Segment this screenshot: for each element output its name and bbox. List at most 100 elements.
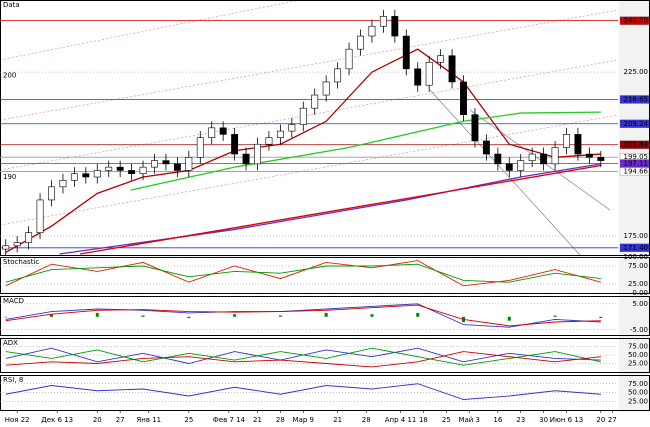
x-tick-label: Июн 6 13 (550, 416, 584, 424)
candle-body (173, 163, 181, 171)
candle-body (402, 35, 410, 70)
level-box (619, 167, 650, 176)
candle-body (299, 107, 307, 125)
y-tick-label: 5.00 (632, 300, 648, 308)
candle-body (36, 199, 44, 234)
candle-body (105, 166, 113, 171)
panel-title: Data (3, 1, 20, 9)
y-tick-label: 225.00 (624, 68, 649, 76)
level-label: 199.05 (624, 153, 649, 161)
candle-body (517, 160, 525, 171)
candle-body (357, 35, 364, 50)
indicator-line (5, 263, 601, 283)
indicator-line (5, 351, 601, 368)
candle-body (563, 134, 570, 148)
y-tick-label: 75.00 (628, 262, 648, 270)
candle-body (368, 25, 376, 37)
candle-body (128, 170, 136, 175)
candle-body (242, 153, 250, 165)
candle-body (139, 166, 147, 175)
level-label: 171.40 (624, 244, 649, 252)
candle-body (70, 173, 78, 181)
x-tick-label: 16 (493, 416, 502, 424)
candle-body (93, 170, 101, 178)
candle-body (505, 163, 513, 171)
indicator-line (130, 111, 601, 191)
candle-body (391, 16, 399, 37)
x-tick-label: 21 (333, 416, 342, 424)
histogram-bar (4, 316, 8, 318)
candle-body (540, 153, 548, 165)
candle-body (48, 186, 55, 201)
y-tick-label: 0.00 (632, 289, 648, 297)
indicator-line (5, 303, 601, 328)
candle-body (254, 143, 261, 165)
x-tick-label: 20 (93, 416, 102, 424)
candle-body (208, 127, 216, 138)
candle-body (448, 55, 456, 83)
level-label: 194.66 (624, 168, 649, 176)
histogram-bar (50, 314, 53, 317)
x-tick-label: Дек 6 13 (41, 416, 73, 424)
candle-body (151, 160, 158, 168)
x-tick-label: Мар 9 (293, 416, 314, 424)
trend-lines (429, 89, 611, 256)
histogram-bar (370, 314, 374, 317)
histogram-bar (416, 312, 420, 317)
x-tick-label: Апр 4 11 (385, 416, 417, 424)
x-tick-label: 28 (276, 416, 285, 424)
annotation: 200 (3, 71, 16, 79)
candle-body (311, 94, 319, 109)
level-label: 216.65 (624, 95, 649, 103)
level-label: 202.84 (624, 141, 649, 149)
candle-body (265, 137, 273, 145)
candle-body (276, 130, 284, 138)
candle-body (551, 147, 559, 165)
x-tick-label: 28 (362, 416, 371, 424)
candle-body (437, 55, 445, 63)
x-tick-label: 23 (516, 416, 525, 424)
candle-body (288, 124, 296, 132)
candle-body (425, 61, 433, 86)
histogram-bar (233, 314, 237, 317)
x-tick-label: 25 (184, 416, 193, 424)
x-tick-label: 25 (442, 416, 451, 424)
candle-body (13, 242, 21, 247)
candle-body (528, 153, 536, 161)
price-axis (619, 0, 650, 412)
x-tick-label: 27 (608, 416, 617, 424)
y-tick-label: 75.00 (628, 343, 648, 351)
y-tick-label: 175.00 (624, 232, 649, 240)
candle-body (2, 245, 10, 250)
annotation: 190 (3, 173, 16, 181)
candle-body (231, 134, 239, 155)
x-tick-label: Янв 11 (136, 416, 161, 424)
level-label: 209.24 (624, 120, 649, 128)
x-tick-label: Фев 7 14 (213, 416, 246, 424)
level-box (619, 140, 650, 149)
candle-body (585, 153, 593, 158)
candle-body (345, 48, 353, 70)
y-tick-label: -5.00 (630, 326, 648, 334)
candle-body (59, 179, 67, 188)
x-tick-label: 21 (253, 416, 262, 424)
candle-body (196, 137, 204, 158)
y-tick-label: 25.00 (628, 360, 648, 368)
y-tick-label: 75.00 (628, 380, 648, 388)
candle-body (25, 232, 33, 243)
candle-body (460, 81, 467, 116)
level-box (619, 243, 650, 252)
level-label: 197.11 (624, 160, 649, 168)
candle-body (471, 114, 479, 142)
channel-lines (0, 0, 619, 226)
candle-body (414, 68, 422, 86)
histogram-bar (95, 312, 99, 317)
y-tick-label: 100.00 (624, 253, 649, 261)
histogram-bar (599, 316, 603, 319)
indicator-line (5, 48, 601, 253)
indicator-line (5, 304, 601, 327)
y-tick-label: 25.00 (628, 280, 648, 288)
x-tick-label: 18 (419, 416, 428, 424)
panel-title: RSI, 8 (3, 376, 23, 384)
